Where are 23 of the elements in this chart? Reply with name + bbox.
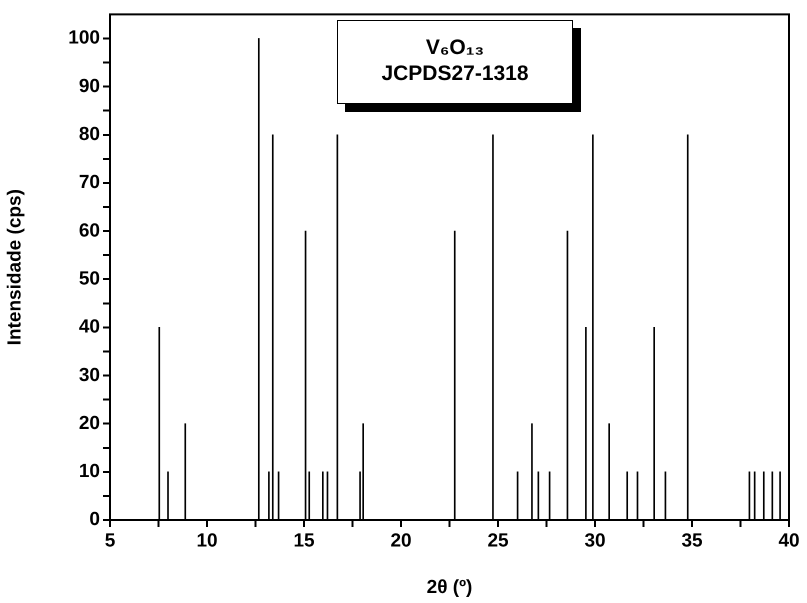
y-tick-label: 20 xyxy=(78,412,100,434)
y-tick-label: 100 xyxy=(68,28,100,49)
x-tick-label: 5 xyxy=(104,530,116,552)
y-axis-title: Intensidade (cps) xyxy=(4,189,26,346)
y-tick-label: 60 xyxy=(78,220,100,242)
y-tick-label: 0 xyxy=(89,509,100,530)
y-tick-label: 50 xyxy=(78,268,100,290)
annotation: V₆O₁₃ xyxy=(424,35,486,61)
y-tick-label: 90 xyxy=(78,76,100,97)
x-tick-label: 20 xyxy=(390,530,412,552)
y-tick-label: 30 xyxy=(78,364,100,386)
x-tick-label: 10 xyxy=(196,530,218,552)
y-tick-label: 80 xyxy=(78,124,100,146)
x-tick-label: 40 xyxy=(778,530,800,552)
annotation: JCPDS27-1318 xyxy=(380,61,530,87)
x-axis-title: 2θ (º) xyxy=(426,576,472,598)
x-tick-label: 25 xyxy=(487,530,509,552)
x-tick-label: 15 xyxy=(293,530,315,552)
y-tick-label: 40 xyxy=(78,316,100,338)
x-tick-label: 35 xyxy=(681,530,703,552)
y-tick-label: 70 xyxy=(78,172,100,194)
x-tick-label: 30 xyxy=(584,530,606,552)
y-tick-label: 10 xyxy=(78,461,100,482)
